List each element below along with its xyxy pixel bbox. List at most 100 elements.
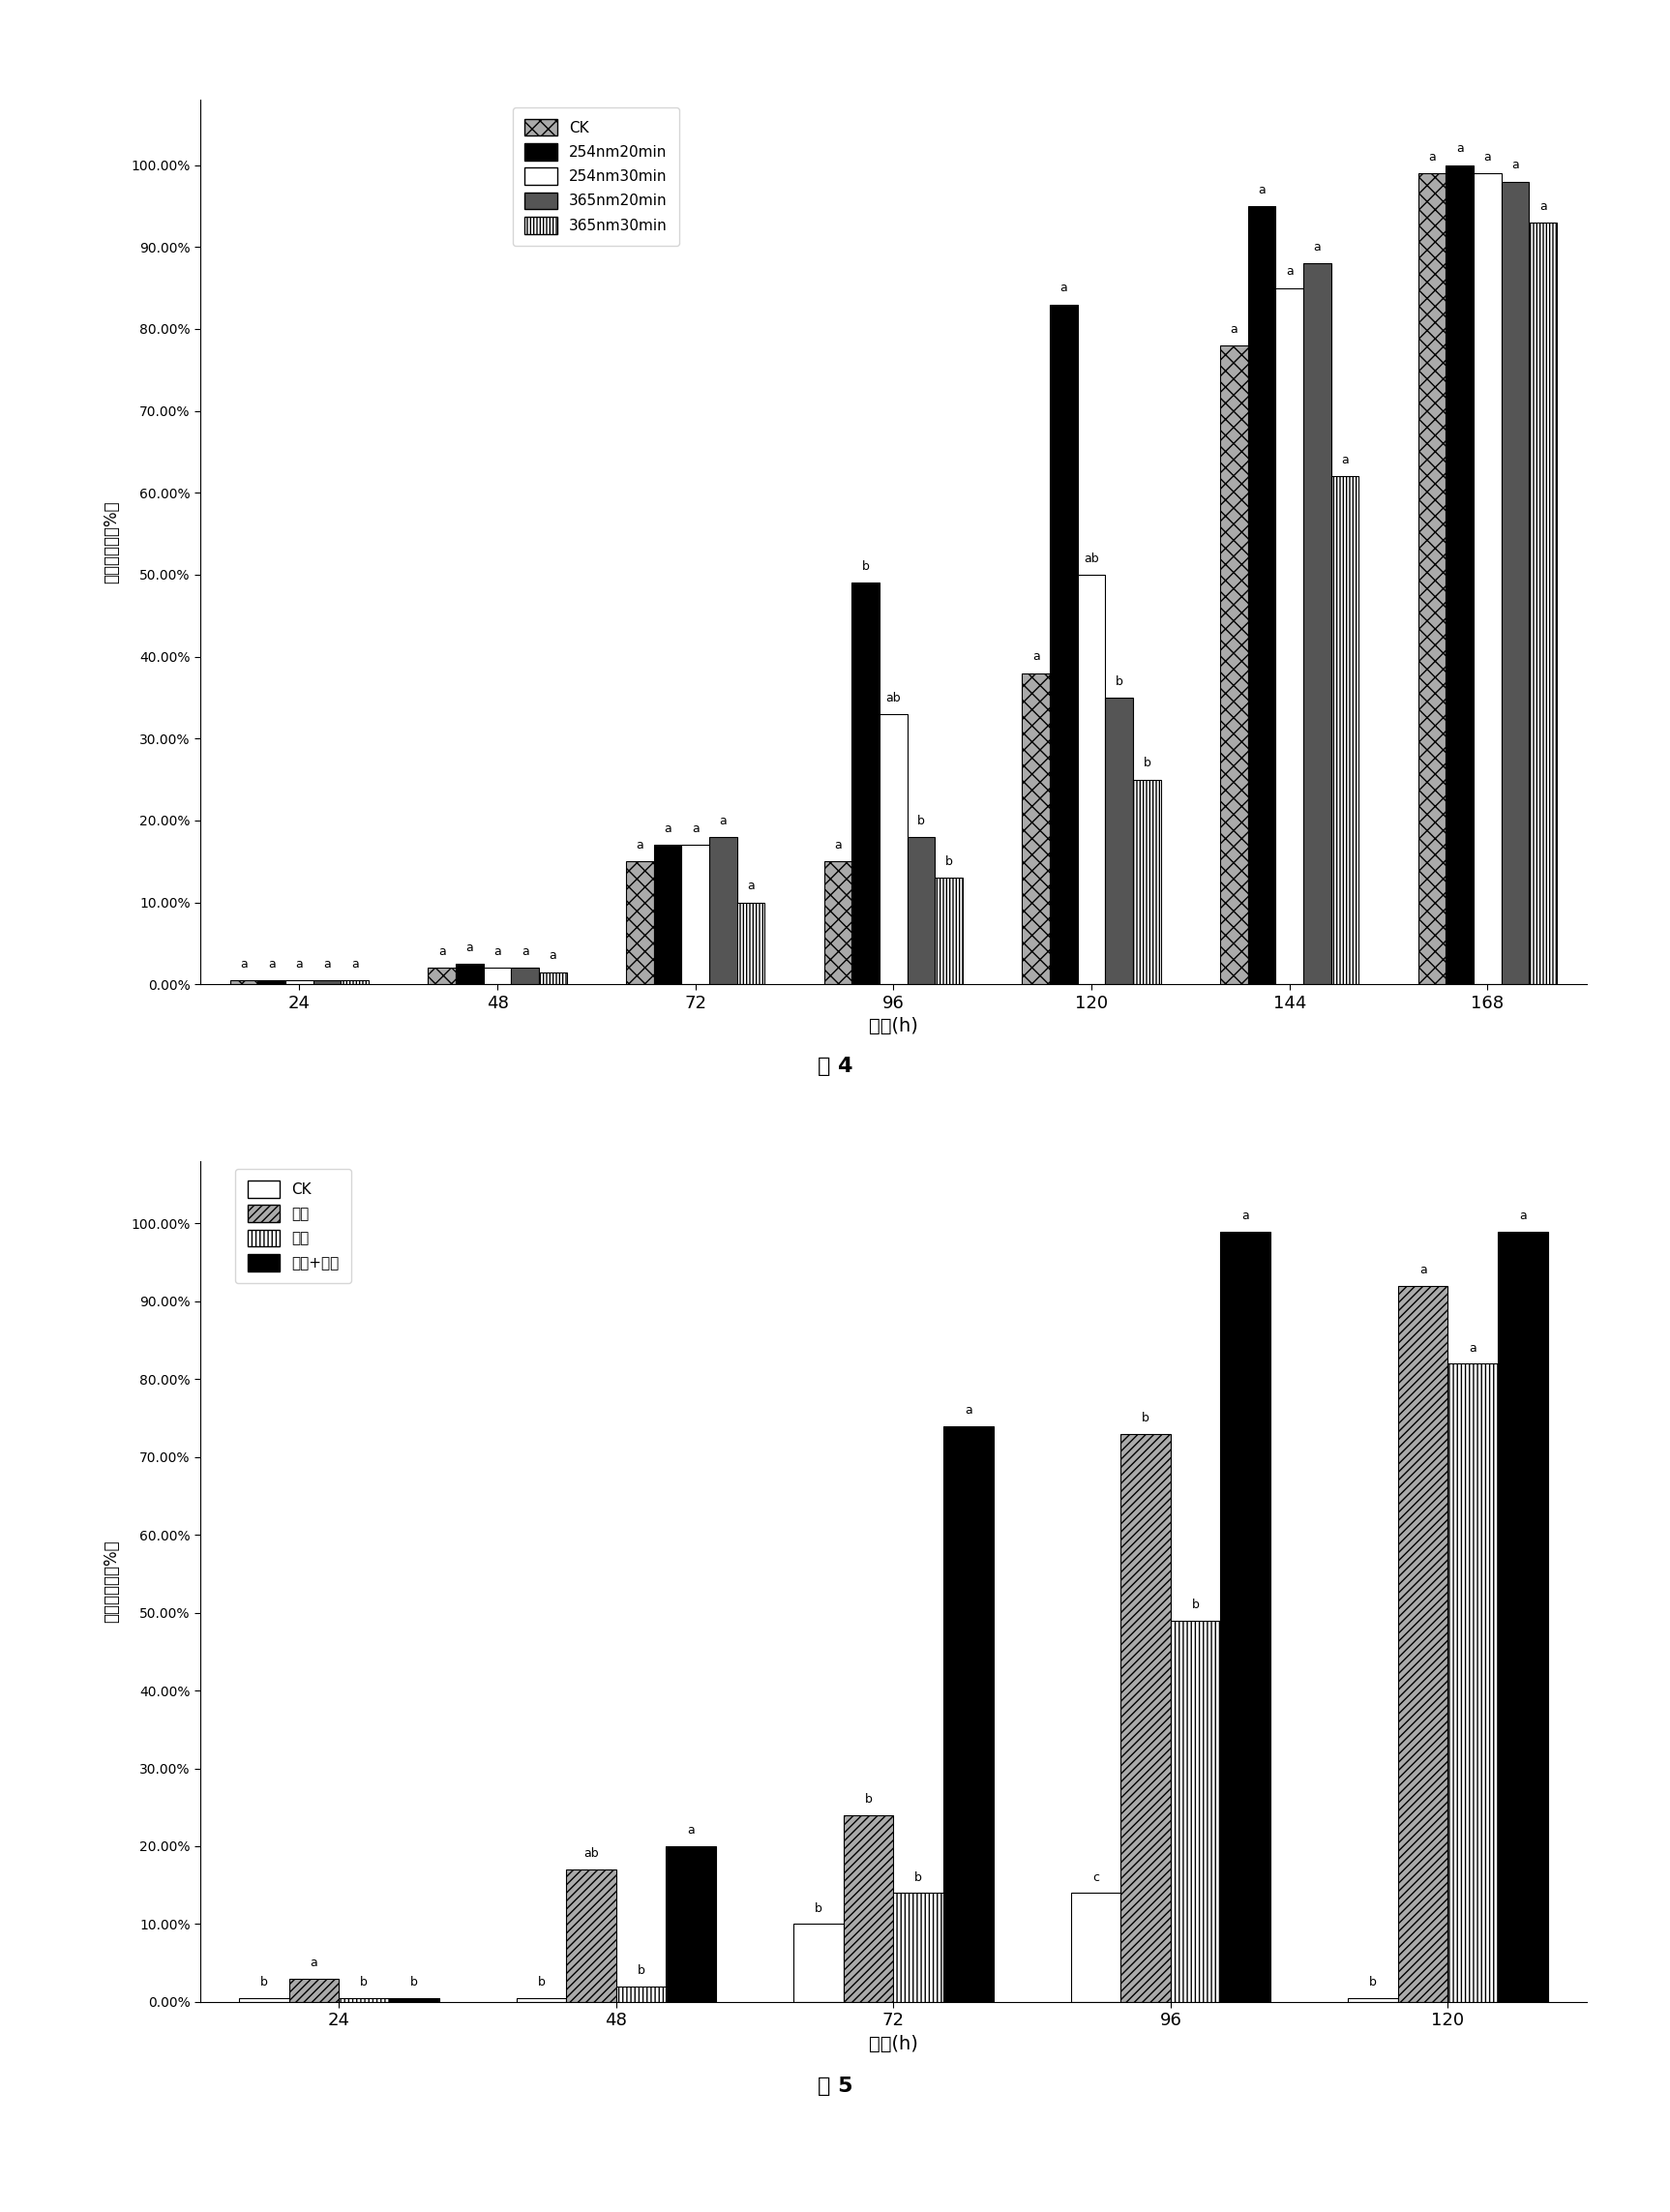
Bar xyxy=(230,980,257,984)
Bar xyxy=(1331,476,1359,984)
Bar xyxy=(516,1997,566,2002)
Text: a: a xyxy=(1540,199,1546,212)
Bar xyxy=(666,1847,716,2002)
Text: a: a xyxy=(965,1405,972,1416)
Bar xyxy=(793,1924,843,2002)
Text: ab: ab xyxy=(584,1847,600,1860)
Text: b: b xyxy=(638,1964,645,1978)
Bar xyxy=(1050,305,1077,984)
Text: a: a xyxy=(746,880,755,894)
Text: a: a xyxy=(1242,1210,1249,1221)
Bar xyxy=(239,1997,289,2002)
Bar xyxy=(1498,1232,1548,2002)
Text: a: a xyxy=(1231,323,1237,336)
Text: a: a xyxy=(665,823,671,836)
Text: b: b xyxy=(538,1975,544,1989)
Text: a: a xyxy=(466,942,474,953)
Bar xyxy=(511,969,539,984)
Bar xyxy=(626,860,655,984)
Bar xyxy=(736,902,765,984)
Text: a: a xyxy=(1428,150,1436,164)
Text: b: b xyxy=(815,1902,822,1916)
Text: a: a xyxy=(324,958,331,971)
Bar xyxy=(289,1978,339,2002)
Bar xyxy=(428,969,456,984)
Bar xyxy=(843,1816,893,2002)
Bar xyxy=(1473,173,1501,984)
X-axis label: 时间(h): 时间(h) xyxy=(868,2035,919,2053)
Bar xyxy=(257,980,286,984)
X-axis label: 时间(h): 时间(h) xyxy=(868,1018,919,1035)
Bar xyxy=(1448,1363,1498,2002)
Bar xyxy=(566,1869,616,2002)
Bar xyxy=(1077,575,1106,984)
Text: b: b xyxy=(865,1794,872,1805)
Text: a: a xyxy=(1520,1210,1526,1221)
Bar xyxy=(1348,1997,1398,2002)
Text: a: a xyxy=(1511,159,1520,173)
Text: 图 5: 图 5 xyxy=(817,2077,853,2095)
Bar xyxy=(935,878,962,984)
Bar xyxy=(1303,263,1331,984)
Text: b: b xyxy=(1116,675,1122,688)
Text: a: a xyxy=(691,823,700,836)
Bar xyxy=(1171,1621,1221,2002)
Text: a: a xyxy=(1258,184,1266,197)
Text: b: b xyxy=(945,856,952,867)
Bar xyxy=(1022,672,1050,984)
Bar xyxy=(944,1427,994,2002)
Bar xyxy=(341,980,369,984)
Text: 图 4: 图 4 xyxy=(817,1057,853,1075)
Text: ab: ab xyxy=(885,692,902,703)
Bar xyxy=(1530,223,1556,984)
Text: a: a xyxy=(1341,453,1349,467)
Bar xyxy=(681,845,710,984)
Text: a: a xyxy=(688,1825,695,1836)
Text: a: a xyxy=(1470,1343,1476,1354)
Bar xyxy=(314,980,341,984)
Y-axis label: 校正死亡率（%）: 校正死亡率（%） xyxy=(104,500,120,584)
Bar xyxy=(286,980,314,984)
Bar xyxy=(456,964,484,984)
Text: b: b xyxy=(411,1975,418,1989)
Bar xyxy=(852,584,880,984)
Bar xyxy=(1106,697,1132,984)
Text: a: a xyxy=(296,958,304,971)
Bar xyxy=(893,1893,944,2002)
Legend: CK, 枫杨, 紫外, 紫外+枫杨: CK, 枫杨, 紫外, 紫外+枫杨 xyxy=(235,1168,351,1283)
Bar xyxy=(539,971,566,984)
Bar xyxy=(880,714,907,984)
Bar xyxy=(1221,345,1247,984)
Text: a: a xyxy=(351,958,359,971)
Legend: CK, 254nm20min, 254nm30min, 365nm20min, 365nm30min: CK, 254nm20min, 254nm30min, 365nm20min, … xyxy=(513,106,680,246)
Text: b: b xyxy=(1142,1411,1149,1425)
Text: b: b xyxy=(1192,1599,1199,1610)
Text: b: b xyxy=(915,1871,922,1885)
Text: a: a xyxy=(1313,241,1321,254)
Bar xyxy=(710,836,736,984)
Text: b: b xyxy=(862,560,870,573)
Bar xyxy=(1121,1433,1171,2002)
Bar xyxy=(1221,1232,1271,2002)
Bar xyxy=(1398,1285,1448,2002)
Bar xyxy=(655,845,681,984)
Text: a: a xyxy=(720,814,726,827)
Text: c: c xyxy=(1092,1871,1099,1885)
Bar xyxy=(339,1997,389,2002)
Bar xyxy=(389,1997,439,2002)
Text: a: a xyxy=(240,958,247,971)
Text: b: b xyxy=(261,1975,267,1989)
Text: a: a xyxy=(521,945,529,958)
Text: a: a xyxy=(835,838,842,852)
Text: a: a xyxy=(267,958,276,971)
Text: ab: ab xyxy=(1084,553,1099,564)
Text: b: b xyxy=(361,1975,367,1989)
Bar xyxy=(1247,206,1276,984)
Text: a: a xyxy=(1032,650,1040,664)
Text: a: a xyxy=(549,949,556,962)
Bar xyxy=(1446,166,1473,984)
Text: a: a xyxy=(1483,150,1491,164)
Bar xyxy=(484,969,511,984)
Text: a: a xyxy=(636,838,643,852)
Text: a: a xyxy=(438,945,446,958)
